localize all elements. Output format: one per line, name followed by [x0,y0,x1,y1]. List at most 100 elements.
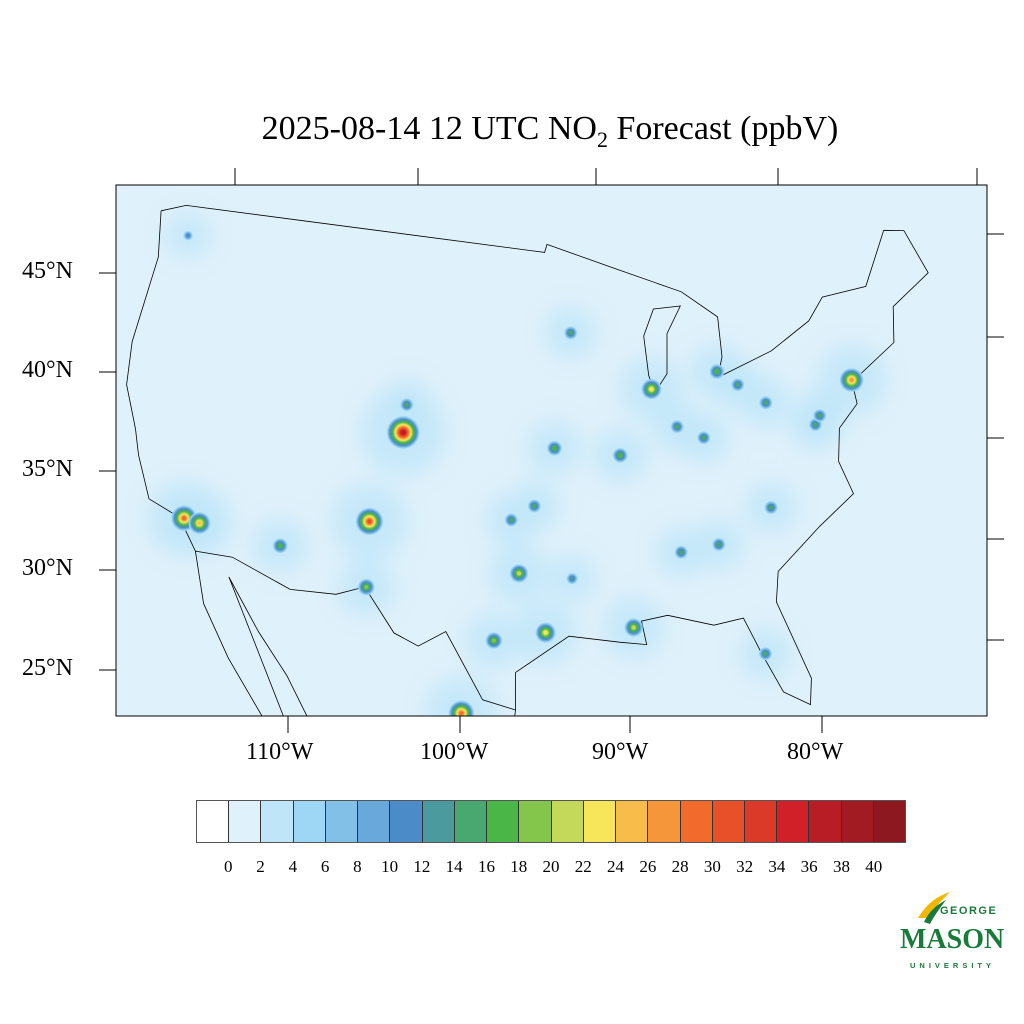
colorbar-swatch [390,801,423,842]
colorbar-tick-label: 10 [381,857,399,876]
hotspot [527,499,541,513]
colorbar-tick-label: 0 [224,857,233,876]
lon-label-90w: 90°W [592,739,649,765]
svg-text:MASON: MASON [900,924,1004,955]
colorbar-swatch [583,801,617,842]
hotspot [697,431,711,445]
hotspot [641,379,662,400]
hotspot [813,409,827,422]
hotspot-level [649,387,654,392]
colorbar-swatch [358,801,391,842]
hotspot [509,564,529,583]
hotspot-level [679,550,684,555]
hotspot [731,378,745,392]
colorbar-tick-label: 38 [832,857,850,876]
hotspot [566,573,578,585]
colorbar-tick-label: 32 [736,857,754,876]
colorbar-tick-label: 2 [256,857,265,876]
hotspot-level [509,518,514,522]
colorbar-tick-label: 22 [574,857,592,876]
colorbar-swatch [873,801,906,842]
hotspot [535,622,556,643]
hotspot-level [404,402,409,407]
hotspot [183,230,193,241]
hotspot [712,538,726,551]
title-suffix: Forecast (ppbV) [607,110,839,147]
hotspot [839,368,864,392]
colorbar-tick-label: 20 [542,857,560,876]
colorbar-swatch [616,801,649,842]
hotspot-level [401,430,406,435]
lat-label-45n: 45°N [22,258,73,284]
colorbar-tick-label: 4 [288,857,298,876]
hotspot-level [631,625,636,630]
hotspot [674,545,688,559]
map-frame [115,184,988,717]
svg-text:UNIVERSITY: UNIVERSITY [910,961,995,970]
hotspot-level [715,369,719,374]
colorbar-tick-label: 36 [800,857,818,876]
colorbar-tick-label: 30 [703,857,721,876]
lat-label-25n: 25°N [22,655,73,681]
map-title: 2025-08-14 12 UTC NO2 Forecast (ppbV) [0,110,1024,153]
colorbar-swatch [422,801,455,842]
colorbar-swatch [777,801,810,842]
colorbar-swatch [261,801,294,842]
title-subscript: 2 [596,126,608,152]
george-mason-university-logo: GEORGE MASON UNIVERSITY [900,892,1004,970]
hotspot-level [197,521,202,525]
hotspot [355,507,384,536]
lat-label-30n: 30°N [22,555,73,581]
hotspot-layer [171,230,864,716]
colorbar-swatch [519,801,552,842]
colorbar-tick-label: 34 [768,857,786,876]
hotspot-level [517,571,521,576]
colorbar-tick-label: 18 [510,857,528,876]
colorbar-swatch [454,801,488,842]
hotspot-level [459,711,464,716]
hotspot-level [817,413,822,418]
hotspot [624,618,643,637]
hotspot [400,398,414,412]
hotspot-level [364,585,369,589]
hotspot-level [278,543,283,548]
lat-label-35n: 35°N [22,456,73,482]
hotspot [759,396,773,410]
colorbar-swatch [744,801,778,842]
colorbar-tick-label: 28 [671,857,689,876]
colorbar-swatch [551,801,584,842]
hotspot-level [763,400,768,405]
hotspot-level [570,576,575,581]
colorbar-tick-label: 16 [477,857,495,876]
hotspot [188,512,211,534]
hotspot-level [532,504,537,508]
hotspot-level [769,505,773,510]
hotspot [764,501,778,514]
colorbar-swatch [293,801,326,842]
hotspot [670,420,684,434]
hotspot-level [701,435,706,440]
svg-text:GEORGE: GEORGE [940,905,997,917]
colorbar-tick-label: 14 [445,857,463,876]
colorbar-swatch [229,801,262,842]
colorbar-tick-label: 6 [320,857,330,876]
title-text: 2025-08-14 12 UTC NO [261,110,597,147]
hotspot-level [492,638,496,643]
hotspot [272,538,288,554]
hotspot [564,326,578,340]
colorbar-tick-label: 12 [413,857,431,876]
us-coastline-border [126,204,929,716]
hotspot-level [186,233,190,238]
hotspot-level [763,651,768,656]
hotspot-level [182,516,186,521]
lat-label-40n: 40°N [22,357,73,383]
colorbar-swatch [712,801,745,842]
colorbar-swatch [487,801,520,842]
hotspot-level [735,382,740,387]
hotspot [504,513,518,527]
hotspot-level [552,446,557,451]
axis-ticks [99,168,1004,733]
hotspot-level [675,424,680,429]
colorbar-tick-label: 24 [607,857,625,876]
colorbar-tick-label: 26 [639,857,657,876]
